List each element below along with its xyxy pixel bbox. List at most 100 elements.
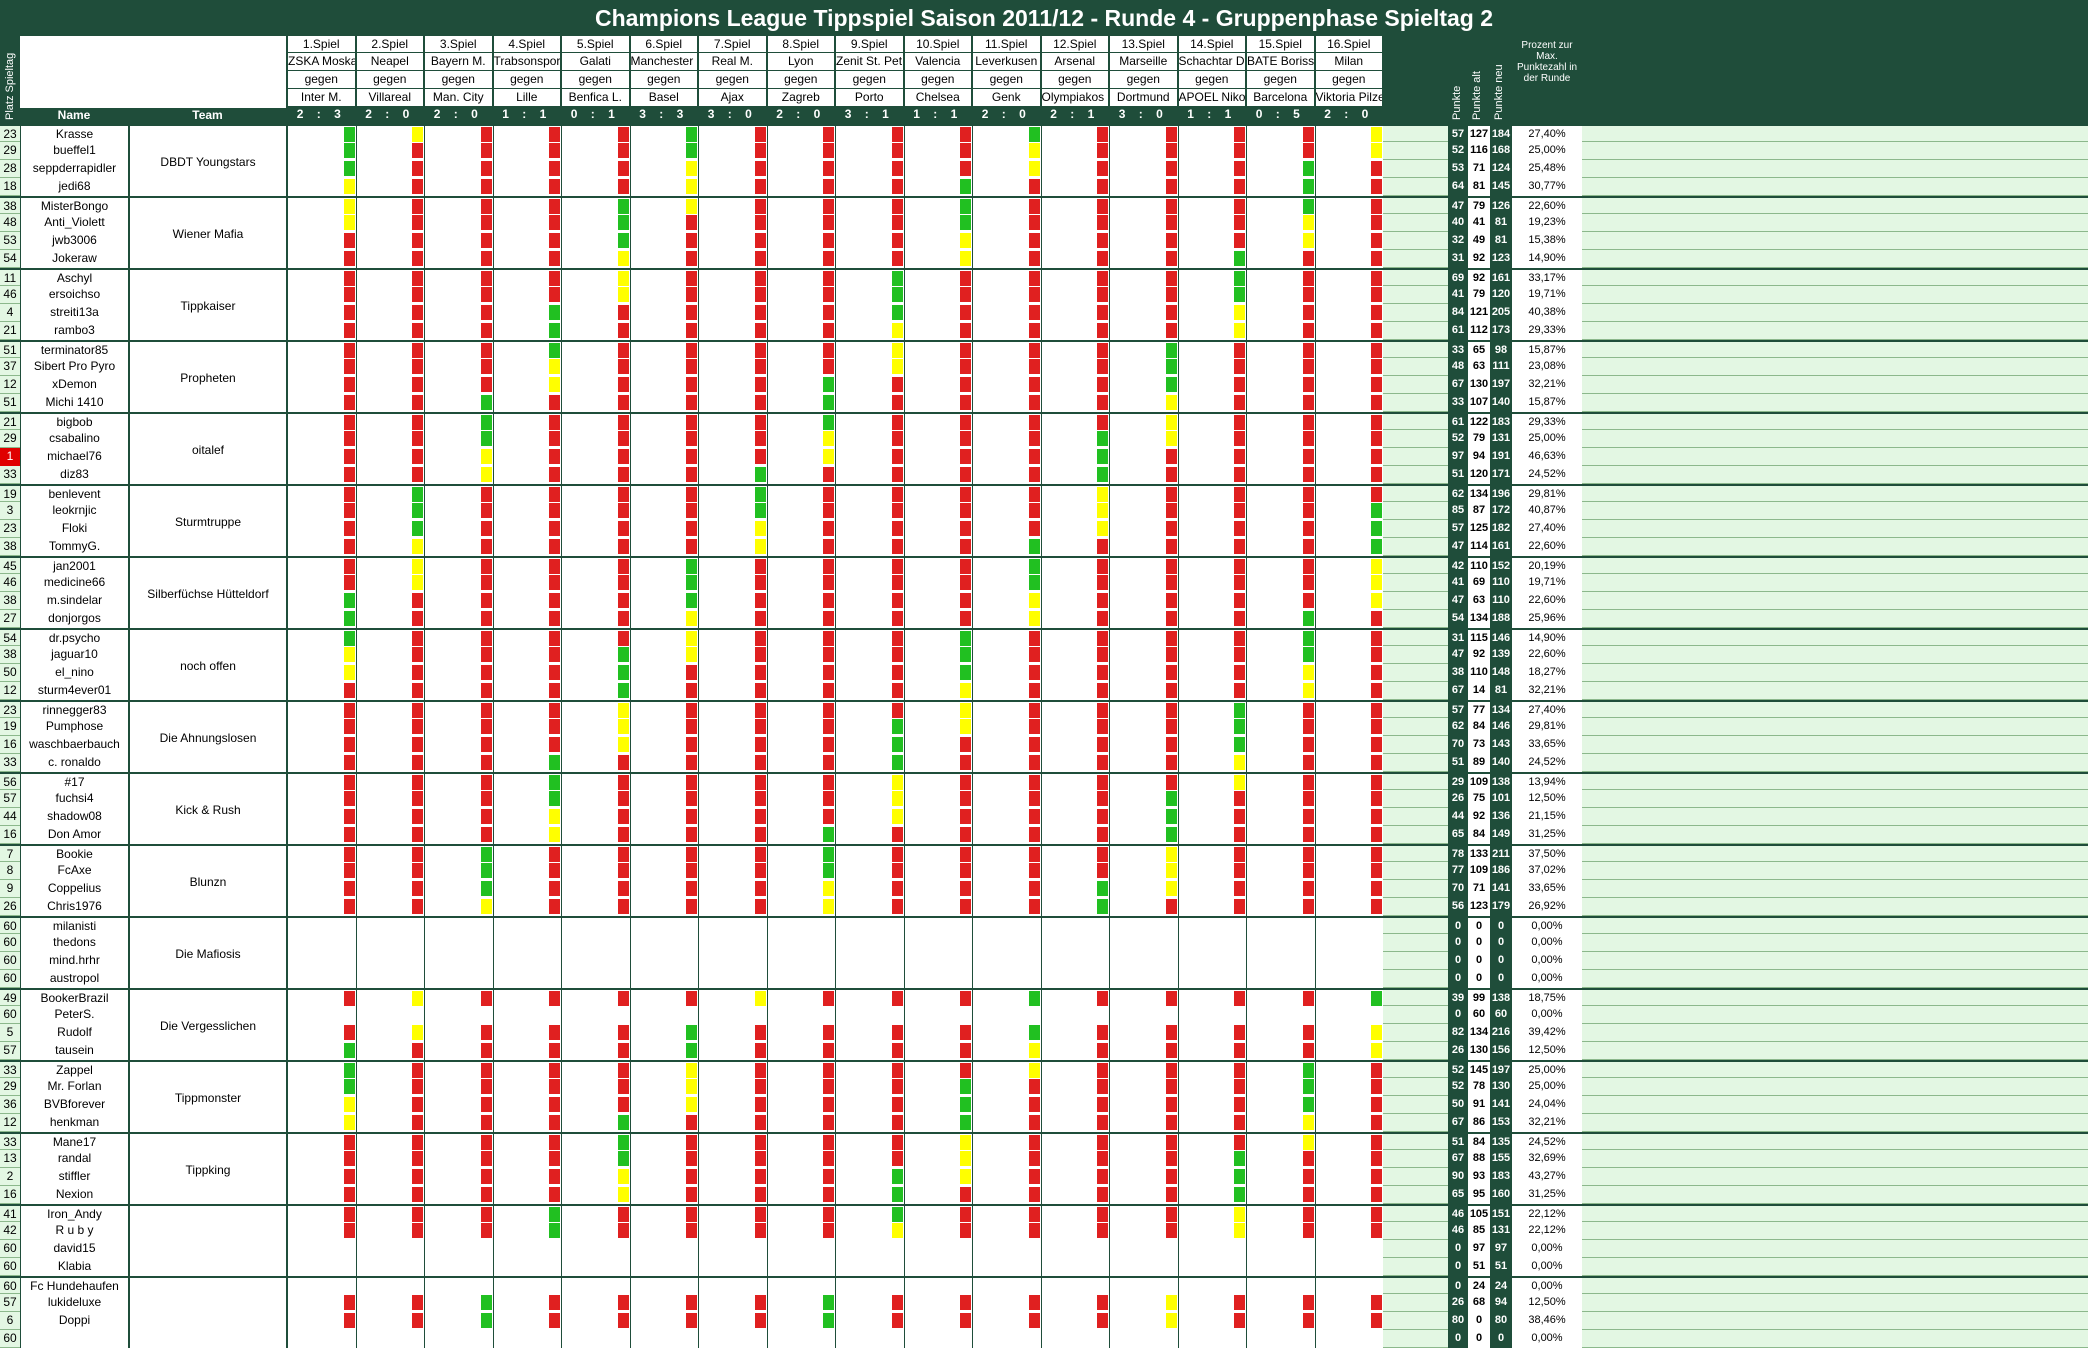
tip-cell xyxy=(561,520,630,538)
table-row: 57 fuchsi4 26 75 101 12,50% xyxy=(0,790,2088,808)
tip-cell xyxy=(561,702,630,720)
table-row: 16 Nexion 65 95 160 31,25% xyxy=(0,1186,2088,1204)
points-mark xyxy=(1165,1259,1177,1274)
tip-cell xyxy=(1246,232,1315,250)
tip-cell xyxy=(1109,538,1178,556)
points-mark xyxy=(1371,1207,1382,1222)
points-mark xyxy=(754,1063,766,1078)
points-mark xyxy=(1028,1079,1040,1094)
points-mark xyxy=(823,1223,834,1238)
tip-cell xyxy=(561,1024,630,1042)
platz-cell: 21 xyxy=(3,323,17,337)
tip-cell xyxy=(561,1240,630,1258)
points-mark xyxy=(823,1207,834,1222)
points-new-cell: 151 xyxy=(1490,1206,1512,1224)
points-mark xyxy=(480,683,492,698)
points-mark xyxy=(617,755,629,770)
points-mark xyxy=(686,1007,697,1022)
points-mark xyxy=(549,665,560,680)
points-mark xyxy=(1302,1331,1314,1346)
points-mark xyxy=(617,343,629,358)
points-mark xyxy=(412,271,423,286)
platz-cell: 51 xyxy=(3,343,17,357)
points-mark xyxy=(1234,611,1245,626)
tip-cell xyxy=(903,558,972,576)
tip-cell xyxy=(1177,520,1246,538)
player-name: R u b y xyxy=(20,1222,129,1240)
tip-cell xyxy=(492,918,561,936)
tip-cell xyxy=(287,846,356,864)
points-mark xyxy=(891,287,903,302)
tip-cell xyxy=(698,142,767,160)
tip-cell xyxy=(1177,702,1246,720)
player-name xyxy=(20,1330,129,1348)
points-mark xyxy=(343,1313,355,1328)
tip-cell xyxy=(1314,1168,1383,1186)
tip-cell xyxy=(766,808,835,826)
tip-cell xyxy=(766,790,835,808)
table-row: 44 shadow08 44 92 136 21,15% xyxy=(0,808,2088,826)
points-mark xyxy=(412,1063,423,1078)
table-row: 12 sturm4ever01 67 14 81 32,21% xyxy=(0,682,2088,700)
points-mark xyxy=(686,287,697,302)
points-mark xyxy=(686,343,697,358)
points-mark xyxy=(1165,323,1177,338)
tip-cell xyxy=(355,1240,424,1258)
points-cell: 54 xyxy=(1448,610,1468,628)
points-mark xyxy=(960,881,971,896)
tip-cell xyxy=(492,808,561,826)
tip-cell xyxy=(1177,1186,1246,1204)
tip-cell xyxy=(1109,270,1178,288)
tip-cell xyxy=(355,178,424,196)
tip-cell xyxy=(903,1206,972,1224)
points-mark xyxy=(1097,1223,1108,1238)
tip-cell xyxy=(355,862,424,880)
platz-cell: 60 xyxy=(3,935,17,949)
tip-cell xyxy=(629,826,698,844)
tip-cell xyxy=(287,952,356,970)
tip-cell xyxy=(492,1186,561,1204)
points-old-cell: 77 xyxy=(1468,702,1490,720)
tip-cell xyxy=(1109,574,1178,592)
points-old-cell: 107 xyxy=(1468,394,1490,412)
points-mark xyxy=(343,1115,355,1130)
tip-cell xyxy=(287,126,356,144)
points-mark xyxy=(1302,1259,1314,1274)
tip-cell xyxy=(561,1222,630,1240)
tip-cell xyxy=(698,1114,767,1132)
points-mark xyxy=(891,395,903,410)
points-mark xyxy=(343,665,355,680)
match-label: 8.Spiel xyxy=(767,36,835,52)
tip-cell xyxy=(903,826,972,844)
percent-cell: 20,19% xyxy=(1512,558,1582,576)
tip-cell xyxy=(1109,1330,1178,1348)
percent-cell: 32,21% xyxy=(1512,682,1582,700)
match-score: 3 : 0 xyxy=(699,107,767,122)
tip-cell xyxy=(972,466,1041,484)
tip-cell xyxy=(1314,574,1383,592)
table-row: 46 ersoichso 41 79 120 19,71% xyxy=(0,286,2088,304)
player-name: streiti13a xyxy=(20,304,129,322)
points-mark xyxy=(480,199,492,214)
points-mark xyxy=(1097,991,1108,1006)
points-new-cell: 197 xyxy=(1490,1062,1512,1080)
points-cell: 77 xyxy=(1448,862,1468,880)
points-old-cell: 133 xyxy=(1468,846,1490,864)
points-mark xyxy=(686,1295,697,1310)
table-row: 19 Pumphose 62 84 146 29,81% xyxy=(0,718,2088,736)
tip-cell xyxy=(561,592,630,610)
tip-cell xyxy=(835,558,904,576)
points-mark xyxy=(1165,1313,1177,1328)
tip-cell xyxy=(1109,448,1178,466)
points-mark xyxy=(617,665,629,680)
points-mark xyxy=(1234,863,1245,878)
points-mark xyxy=(960,251,971,266)
tip-cell xyxy=(1109,1114,1178,1132)
tip-cell xyxy=(629,808,698,826)
points-mark xyxy=(1302,775,1314,790)
table-row: 16 Don Amor 65 84 149 31,25% xyxy=(0,826,2088,844)
table-row: 6 Doppi 80 0 80 38,46% xyxy=(0,1312,2088,1330)
player-name: el_nino xyxy=(20,664,129,682)
tip-cell xyxy=(1040,1150,1109,1168)
tip-cell xyxy=(629,1006,698,1024)
